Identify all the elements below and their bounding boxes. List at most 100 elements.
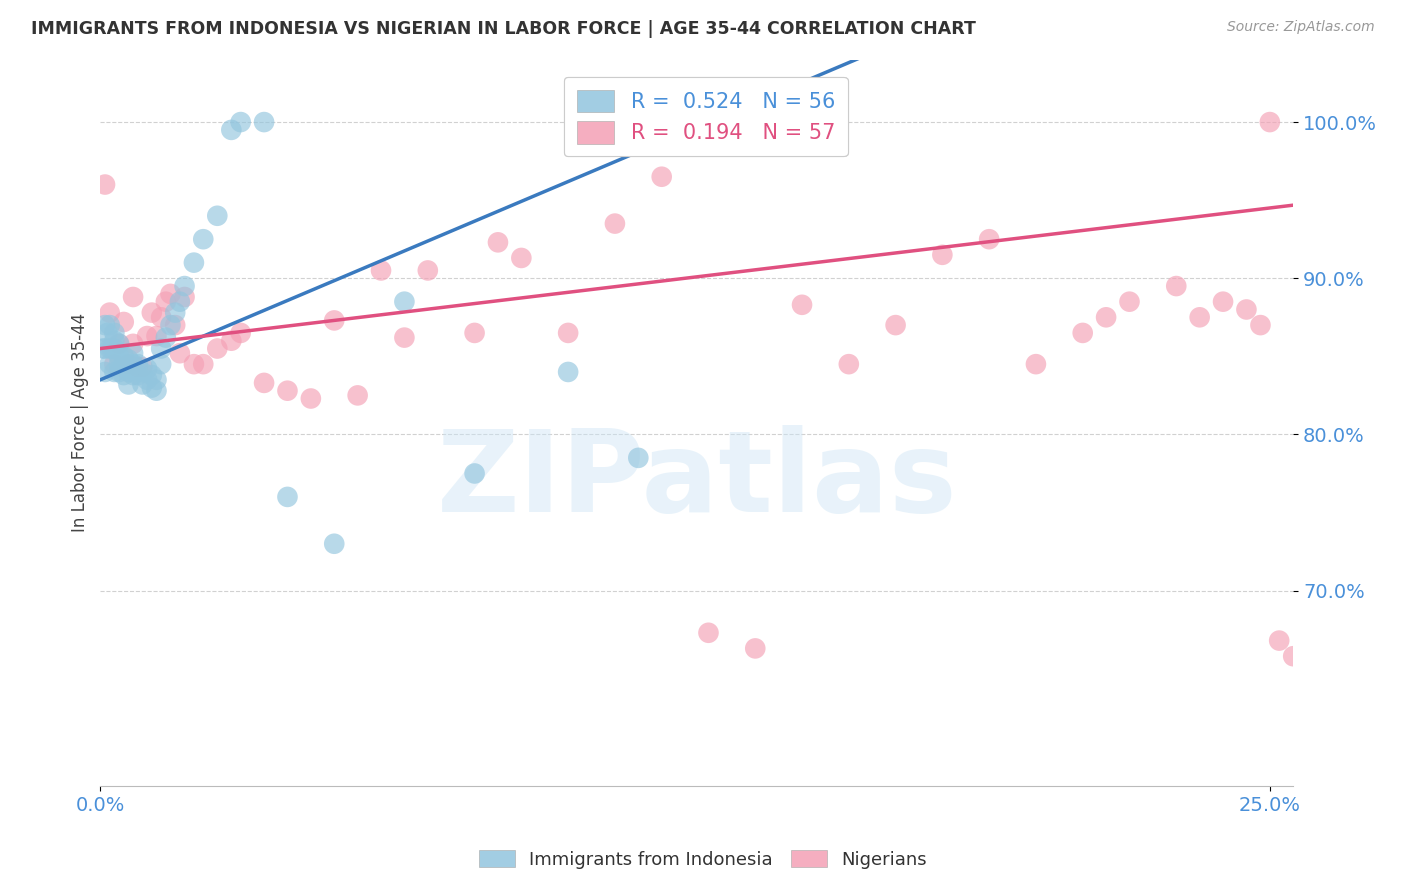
Point [96,326,118,340]
Point [1212,294,1234,309]
Point [108,357,131,371]
Point [207,209,229,223]
Point [127,357,149,371]
Point [1166,279,1188,293]
Point [98,342,121,356]
Point [1188,310,1211,325]
Point [112,349,135,363]
Point [112,315,135,329]
Point [697,123,720,137]
Point [103,342,125,356]
Point [94,178,117,192]
Point [98,357,121,371]
Point [103,326,125,340]
Point [159,318,181,332]
Point [131,377,153,392]
Point [884,318,907,332]
Point [253,376,276,390]
Point [394,330,416,344]
Point [169,294,191,309]
Point [1282,649,1305,664]
Point [103,365,125,379]
Point [165,305,187,319]
Point [416,263,439,277]
Point [557,365,579,379]
Point [221,123,243,137]
Point [112,357,135,371]
Point [122,368,145,382]
Point [145,384,167,398]
Point [101,342,124,356]
Point [141,381,163,395]
Point [122,357,145,371]
Point [122,336,145,351]
Point [486,235,509,250]
Point [557,326,579,340]
Point [253,115,276,129]
Point [108,365,131,379]
Point [141,368,163,382]
Point [127,368,149,382]
Point [136,329,159,343]
Point [394,294,416,309]
Point [117,357,139,371]
Point [370,263,392,277]
Point [697,625,720,640]
Point [1258,115,1281,129]
Point [94,365,117,379]
Point [122,346,145,360]
Legend: Immigrants from Indonesia, Nigerians: Immigrants from Indonesia, Nigerians [471,843,935,876]
Point [229,115,252,129]
Point [221,334,243,348]
Point [1095,310,1118,325]
Text: ZIPatlas: ZIPatlas [436,425,957,536]
Point [323,537,346,551]
Point [169,346,191,360]
Point [122,290,145,304]
Point [744,641,766,656]
Point [103,357,125,371]
Point [94,318,117,332]
Point [1249,318,1271,332]
Point [1025,357,1047,371]
Point [838,357,860,371]
Point [112,368,135,382]
Point [464,326,486,340]
Point [207,342,229,356]
Point [790,298,813,312]
Point [183,357,205,371]
Point [98,318,121,332]
Point [651,169,673,184]
Point [155,330,177,344]
Point [131,360,153,375]
Point [183,255,205,269]
Point [464,467,486,481]
Point [931,248,953,262]
Point [108,349,131,363]
Point [117,365,139,379]
Point [1071,326,1094,340]
Point [603,217,626,231]
Point [94,342,117,356]
Point [141,305,163,319]
Point [150,342,173,356]
Point [173,279,195,293]
Point [150,357,173,371]
Point [127,360,149,375]
Point [346,388,368,402]
Y-axis label: In Labor Force | Age 35-44: In Labor Force | Age 35-44 [72,313,89,533]
Point [229,326,252,340]
Point [131,365,153,379]
Point [117,377,139,392]
Legend: R =  0.524   N = 56, R =  0.194   N = 57: R = 0.524 N = 56, R = 0.194 N = 57 [564,78,848,156]
Point [979,232,1001,246]
Point [103,334,125,348]
Point [1268,633,1291,648]
Point [165,318,187,332]
Point [117,352,139,367]
Point [98,305,121,319]
Point [627,450,650,465]
Point [276,384,298,398]
Point [136,361,159,376]
Point [193,357,215,371]
